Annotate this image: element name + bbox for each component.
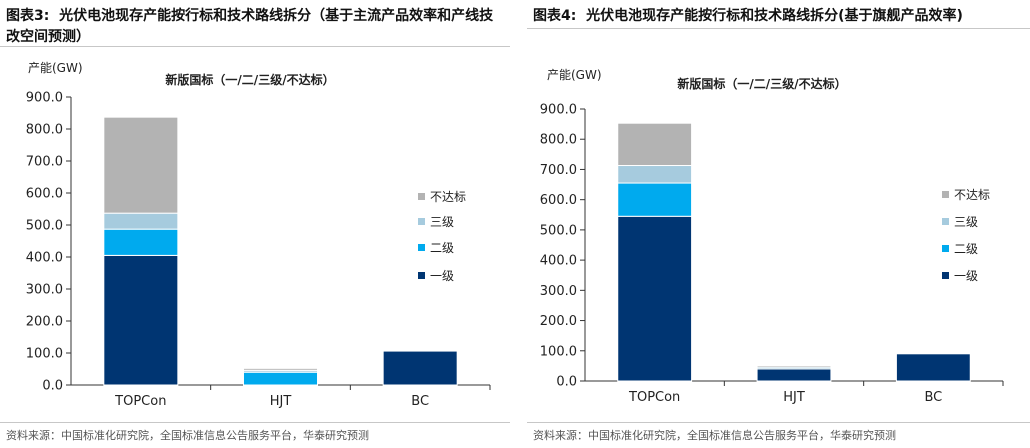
y-axis-label: 产能(GW)	[28, 61, 83, 75]
y-tick-label: 100.0	[26, 347, 63, 362]
bar-segment	[103, 212, 179, 230]
x-tick-label: TOPCon	[114, 394, 166, 409]
legend-swatch	[942, 191, 949, 198]
figure-caption: 光伏电池现存产能按行标和技术路线拆分(基于旗舰产品效率)	[586, 8, 963, 24]
stacked-bar-chart: 产能(GW) 新版国标（一/二/三级/不达标） 0.0 100.0 200.0 300.0…	[540, 68, 1004, 405]
y-axis-label: 产能(GW)	[547, 68, 602, 82]
figure-source: 资料来源：中国标准化研究院，全国标准信息公告服务平台，华泰研究预测	[533, 429, 896, 442]
bar-segment	[103, 228, 179, 256]
legend-swatch	[942, 245, 949, 252]
title-divider	[0, 46, 510, 47]
x-tick-label: BC	[924, 390, 942, 405]
bar-segment	[617, 215, 693, 382]
legend-label: 三级	[954, 215, 978, 229]
bar-segment	[103, 116, 179, 214]
source-divider	[0, 422, 510, 423]
y-tick-label: 900.0	[26, 91, 63, 106]
legend-label: 不达标	[954, 188, 990, 202]
y-tick-label: 300.0	[540, 284, 577, 299]
legend-label: 二级	[430, 241, 454, 255]
x-tick-label: HJT	[783, 390, 805, 405]
title-divider	[527, 28, 1030, 29]
legend-label: 二级	[954, 242, 978, 256]
chart-title: 新版国标（一/二/三级/不达标）	[165, 72, 334, 87]
y-tick-label: 800.0	[540, 133, 577, 148]
bar-segment	[617, 122, 693, 167]
y-tick-label: 700.0	[26, 155, 63, 170]
figure-caption: 光伏电池现存产能按行标和技术路线拆分（基于主流产品效率和产线技改空间预测）	[6, 8, 494, 45]
x-tick-label: HJT	[270, 394, 292, 409]
bar-segment	[756, 365, 832, 368]
x-tick-label: TOPCon	[628, 390, 680, 405]
bar-segment	[756, 368, 832, 382]
figure-source: 资料来源：中国标准化研究院，全国标准信息公告服务平台，华泰研究预测	[6, 429, 369, 442]
bar-segment	[617, 165, 693, 184]
y-tick-label: 0.0	[42, 379, 63, 394]
figure-number: 图表3:	[6, 8, 50, 24]
bar-segment	[242, 367, 319, 371]
chart-title: 新版国标（一/二/三级/不达标）	[677, 76, 846, 91]
y-tick-label: 0.0	[556, 375, 577, 390]
x-tick-label: BC	[411, 394, 429, 409]
legend-swatch	[418, 244, 425, 251]
y-tick-label: 800.0	[26, 123, 63, 138]
figure-4: 图表4: 光伏电池现存产能按行标和技术路线拆分(基于旗舰产品效率) 产能(GW)…	[527, 0, 1030, 448]
legend-swatch	[942, 218, 949, 225]
figure-title: 图表3: 光伏电池现存产能按行标和技术路线拆分（基于主流产品效率和产线技改空间预…	[6, 6, 506, 48]
y-tick-label: 200.0	[26, 315, 63, 330]
figure-3: 图表3: 光伏电池现存产能按行标和技术路线拆分（基于主流产品效率和产线技改空间预…	[0, 0, 510, 448]
legend-label: 一级	[430, 269, 454, 283]
y-tick-label: 200.0	[540, 314, 577, 329]
stacked-bar-chart: 产能(GW) 新版国标（一/二/三级/不达标） 0.0 100.0 200.0 300.0…	[26, 61, 491, 409]
legend-swatch	[942, 272, 949, 279]
y-tick-label: 600.0	[540, 193, 577, 208]
y-tick-label: 700.0	[540, 163, 577, 178]
legend-label: 不达标	[430, 190, 466, 204]
figure-number: 图表4:	[533, 8, 577, 24]
y-tick-label: 400.0	[26, 251, 63, 266]
bar-segment	[382, 350, 458, 386]
y-tick-label: 300.0	[26, 283, 63, 298]
bar-segment	[242, 371, 319, 386]
bar-segment	[617, 182, 693, 217]
legend-swatch	[418, 193, 425, 200]
bar-segment	[895, 353, 971, 382]
y-tick-label: 400.0	[540, 254, 577, 269]
legend-swatch	[418, 272, 425, 279]
y-tick-label: 100.0	[540, 344, 577, 359]
y-tick-label: 500.0	[540, 223, 577, 238]
y-tick-label: 500.0	[26, 219, 63, 234]
legend-label: 一级	[954, 269, 978, 283]
figure-title: 图表4: 光伏电池现存产能按行标和技术路线拆分(基于旗舰产品效率)	[533, 6, 1030, 27]
legend-swatch	[418, 218, 425, 225]
y-tick-label: 900.0	[540, 103, 577, 118]
y-tick-label: 600.0	[26, 187, 63, 202]
source-divider	[527, 422, 1030, 423]
bar-segment	[103, 254, 179, 386]
legend-label: 三级	[430, 215, 454, 229]
